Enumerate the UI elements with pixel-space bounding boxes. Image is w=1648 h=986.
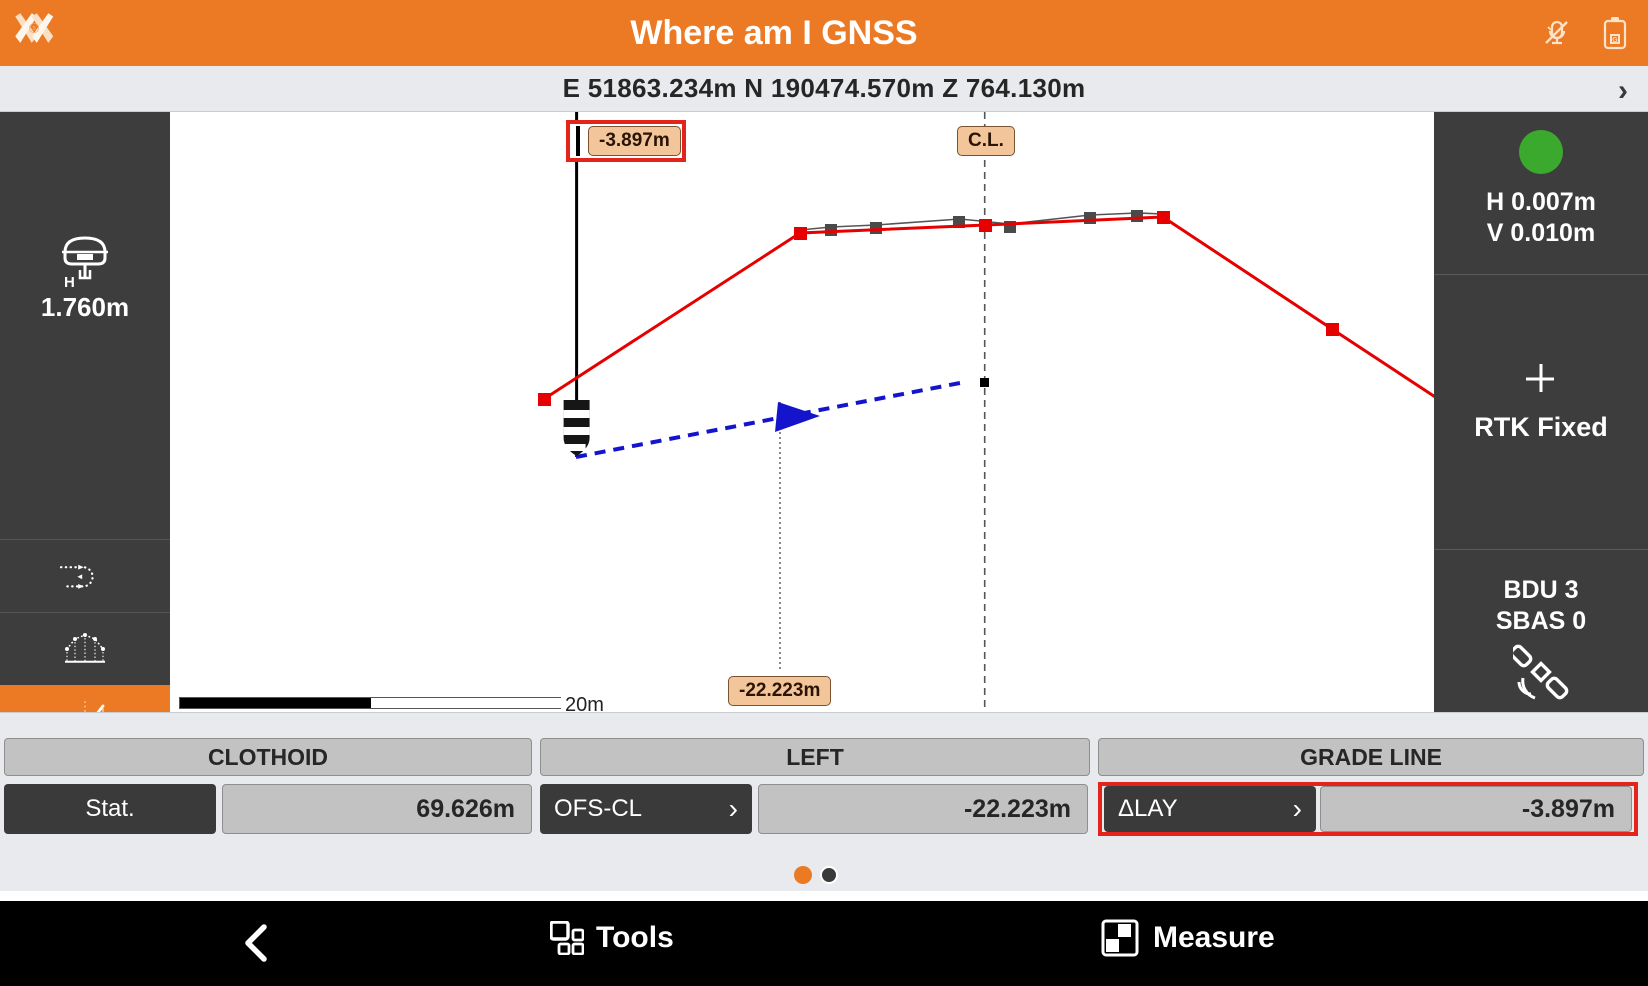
svg-text:H: H bbox=[64, 274, 75, 290]
svg-text:S: S bbox=[32, 26, 36, 32]
svg-text:G: G bbox=[1612, 37, 1618, 44]
